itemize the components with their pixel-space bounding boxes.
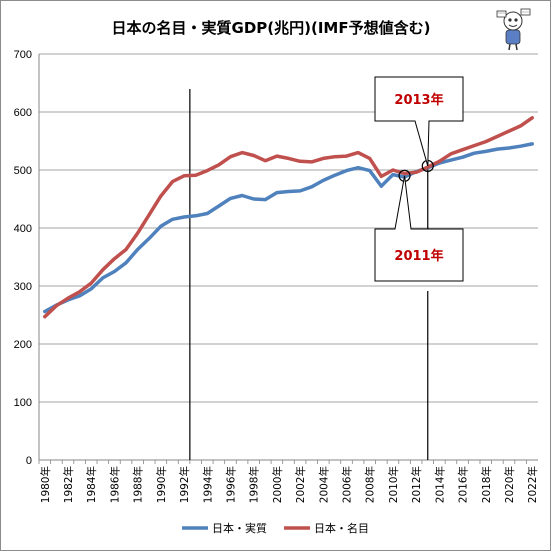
x-tick-label: 2006年: [341, 466, 354, 503]
series-line-nominal: [43, 116, 534, 319]
legend: 日本・実質 日本・名目: [182, 521, 369, 535]
x-tick-label: 2016年: [457, 466, 470, 503]
y-tick-label: 400: [14, 223, 32, 235]
x-tick-label: 2022年: [526, 466, 539, 503]
x-tick-label: 1986年: [108, 466, 121, 503]
x-tick-label: 2008年: [364, 466, 377, 503]
legend-label-nominal: 日本・名目: [314, 521, 369, 535]
callout-label: 2011年: [394, 248, 443, 264]
x-tick-label: 2000年: [271, 466, 284, 503]
x-tick-label: 2004年: [317, 466, 330, 503]
x-tick-label: 1988年: [132, 466, 145, 503]
y-tick-label: 500: [14, 165, 32, 177]
x-tick-label: 2020年: [503, 466, 516, 503]
x-tick-label: 1994年: [201, 466, 214, 503]
x-tick-label: 1992年: [178, 466, 191, 503]
y-tick-labels: 0 100 200 300 400 500 600 700: [14, 49, 32, 467]
x-tick-label: 1982年: [62, 466, 75, 503]
gridlines: [39, 53, 538, 403]
x-tick-label: 2014年: [433, 466, 446, 503]
y-tick-label: 300: [14, 281, 32, 293]
x-tick-label: 1998年: [248, 466, 261, 503]
series-lines: [43, 116, 534, 319]
x-tick-label: 1990年: [155, 466, 168, 503]
x-tick-labels: 1980年 1982年 1984年 1986年 1988年 1990年 1992年 1994年…: [39, 466, 539, 503]
y-tick-label: 100: [14, 397, 32, 409]
y-tick-label: 600: [14, 107, 32, 119]
x-tick-label: 2002年: [294, 466, 307, 503]
mascot-icon: [496, 8, 531, 51]
x-tick-label: 1996年: [224, 466, 237, 503]
y-tick-label: 700: [14, 49, 32, 61]
x-tick-label: 1980年: [39, 466, 52, 503]
series-line-real: [43, 142, 534, 314]
x-tick-label: 2018年: [480, 466, 493, 503]
callout-box: [374, 76, 464, 167]
callout-box: [374, 175, 464, 282]
callout-label: 2013年: [394, 92, 443, 108]
y-tick-label: 0: [26, 455, 32, 467]
callouts: 2013年 2011年: [374, 76, 464, 282]
legend-label-real: 日本・実質: [212, 521, 267, 535]
x-tick-label: 1984年: [85, 466, 98, 503]
chart-title: 日本の名目・実質GDP(兆円)(IMF予想値含む): [112, 19, 431, 37]
y-tick-label: 200: [14, 339, 32, 351]
x-tick-label: 2012年: [410, 466, 423, 503]
x-tick-label: 2010年: [387, 466, 400, 503]
axes: [38, 54, 538, 464]
